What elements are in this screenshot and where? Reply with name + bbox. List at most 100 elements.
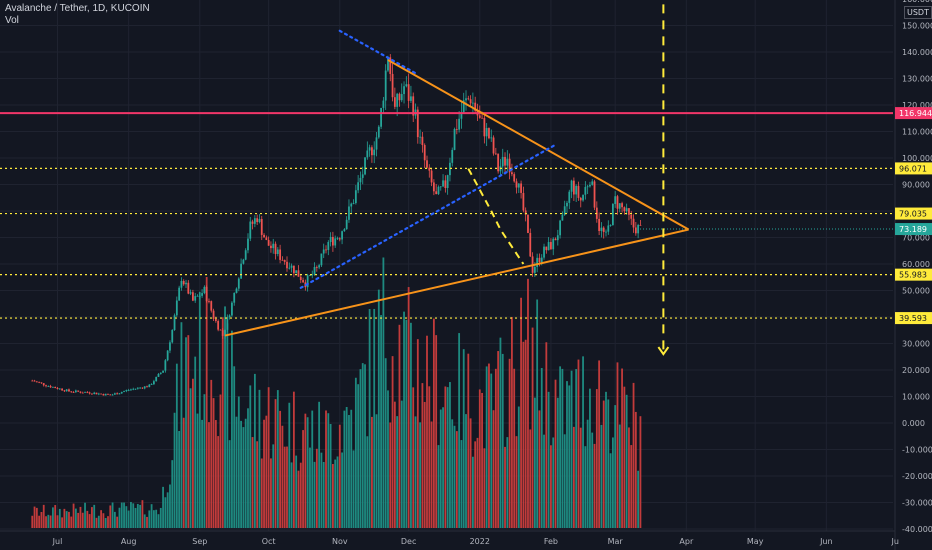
volume-indicator-label[interactable]: Vol <box>5 15 19 26</box>
volume-bar <box>283 446 286 528</box>
time-tick-label: Aug <box>121 537 137 546</box>
volume-bar <box>61 517 63 528</box>
volume-bar <box>162 486 164 528</box>
candle-body <box>430 170 433 183</box>
candle-body <box>192 292 194 301</box>
volume-bar <box>350 409 353 528</box>
candle-body <box>203 286 206 294</box>
volume-bar <box>605 391 607 528</box>
candle-body <box>242 259 245 264</box>
candle-body <box>61 388 63 391</box>
time-tick-label: Dec <box>401 537 416 546</box>
currency-label[interactable]: USDT <box>904 6 932 19</box>
candle-body <box>377 126 380 138</box>
candle-body <box>354 190 357 204</box>
candle-body <box>345 219 348 230</box>
candle-body <box>148 384 151 388</box>
volume-bar <box>504 446 506 528</box>
candle-body <box>180 280 183 288</box>
price-tick-label: 120.000 <box>902 101 932 110</box>
candle-body <box>465 98 467 101</box>
candle-body <box>240 263 242 279</box>
volume-bar <box>109 505 112 528</box>
volume-bar <box>299 462 302 528</box>
volume-bar <box>203 394 206 528</box>
candle-body <box>235 288 238 293</box>
candle-body <box>320 253 323 266</box>
candle-body <box>251 221 254 224</box>
volume-bar <box>547 391 550 528</box>
price-axis[interactable]: 170.000160.000150.000140.000130.000120.0… <box>894 0 932 550</box>
time-axis[interactable]: Jul Aug Sep Oct Nov Dec 2022 Feb Mar Apr May Jun Ju <box>0 530 899 546</box>
volume-bar <box>540 367 543 528</box>
volume-bar <box>68 511 70 528</box>
candle-body <box>58 388 61 390</box>
candle-body <box>217 321 220 330</box>
candle-body <box>520 183 522 193</box>
level-badge-label: 55.983 <box>899 271 927 280</box>
candle-body <box>231 302 233 316</box>
candle-body <box>492 137 495 154</box>
volume-bar <box>405 319 408 528</box>
volume-bar <box>577 359 580 528</box>
volume-bar <box>607 399 610 528</box>
candle-body <box>208 301 210 302</box>
candle-body <box>600 227 603 232</box>
candle-body <box>522 192 525 211</box>
candle-body <box>35 381 38 383</box>
volume-bar <box>125 506 128 528</box>
candle-body <box>329 236 332 243</box>
volume-bar <box>111 502 114 528</box>
price-tick-label: 150.000 <box>902 22 932 31</box>
volume-bar <box>49 515 52 528</box>
volume-bar <box>210 379 213 528</box>
level-badge-label: 39.593 <box>899 314 927 323</box>
volume-bar <box>226 323 229 528</box>
volume-bar <box>476 437 479 528</box>
price-tick-label: 20.000 <box>902 366 930 375</box>
volume-bar <box>318 401 321 528</box>
time-tick-label: Feb <box>544 537 558 546</box>
volume-bar <box>260 458 263 528</box>
volume-bar <box>336 456 339 528</box>
volume-bar <box>348 415 350 528</box>
volume-bar <box>208 422 210 528</box>
price-tick-label: 70.000 <box>902 234 930 243</box>
volume-bar <box>529 429 532 528</box>
volume-bar <box>543 434 545 528</box>
candle-body <box>634 227 637 234</box>
candle-body <box>247 238 249 251</box>
volume-bar <box>237 396 240 528</box>
candle-body <box>219 329 222 331</box>
volume-bar <box>320 452 323 528</box>
volume-bar <box>292 391 295 528</box>
volume-bar <box>224 306 226 528</box>
volume-bar <box>561 368 564 528</box>
volume-bar <box>201 419 203 528</box>
price-tick-label: 160.000 <box>902 0 932 4</box>
volume-bar <box>185 337 187 528</box>
volume-bar <box>556 397 559 528</box>
volume-bar <box>598 360 601 528</box>
candle-body <box>189 292 192 294</box>
candle-body <box>419 136 422 138</box>
candle-body <box>380 107 382 127</box>
candle-body <box>575 185 578 195</box>
candle-body <box>393 97 396 107</box>
volume-bar <box>169 484 171 528</box>
candle-body <box>201 293 203 296</box>
volume-bar <box>419 422 422 528</box>
candle-body <box>187 282 190 294</box>
candle-body <box>214 318 217 322</box>
volume-bar <box>600 424 603 528</box>
volume-bar <box>325 410 327 528</box>
candle-body <box>387 57 389 71</box>
volume-bar <box>286 446 288 528</box>
volume-bar <box>616 362 619 528</box>
volume-bar <box>389 422 392 528</box>
candle-body <box>572 180 575 195</box>
candle-body <box>93 392 96 395</box>
symbol-title[interactable]: Avalanche / Tether, 1D, KUCOIN <box>5 3 150 14</box>
candle-body <box>113 393 116 395</box>
